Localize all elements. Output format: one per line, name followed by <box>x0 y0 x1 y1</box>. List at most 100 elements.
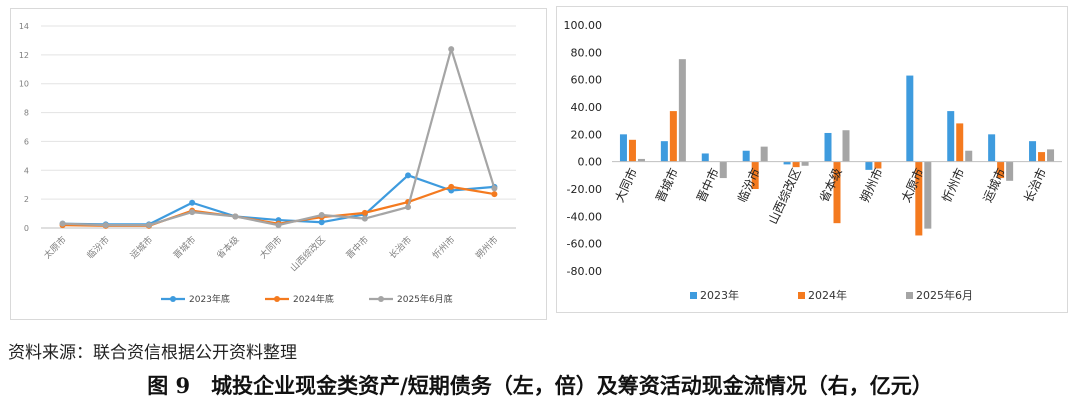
bar <box>701 153 709 162</box>
data-point <box>361 209 368 216</box>
data-point <box>491 191 498 198</box>
y-tick-label: 8 <box>24 109 29 118</box>
x-category-label: 长治市 <box>1020 166 1049 205</box>
legend-label: 2024年底 <box>293 293 334 305</box>
x-category-label: 太原市 <box>41 234 69 262</box>
y-tick-label: 40.00 <box>571 101 603 114</box>
bar <box>678 59 686 162</box>
bar <box>760 146 768 162</box>
data-point <box>102 222 109 229</box>
bar <box>924 161 932 229</box>
legend-marker <box>378 296 384 302</box>
bar <box>1038 152 1046 162</box>
data-point <box>448 46 455 53</box>
y-tick-label: 80.00 <box>571 46 603 59</box>
bar <box>637 158 645 162</box>
x-category-label: 晋中市 <box>343 234 371 262</box>
legend-swatch <box>798 292 805 299</box>
x-category-label: 山西综改区 <box>766 166 804 226</box>
x-category-label: 运城市 <box>980 166 1009 205</box>
data-point <box>189 199 196 206</box>
data-point <box>361 215 368 222</box>
data-point <box>275 222 282 229</box>
bar <box>997 161 1005 179</box>
data-point <box>405 204 412 211</box>
bar <box>988 134 996 162</box>
bar <box>1006 161 1014 181</box>
y-tick-label: 10 <box>19 80 29 89</box>
y-tick-label: -40.00 <box>567 210 602 223</box>
bar <box>874 161 882 169</box>
y-tick-label: 100.00 <box>564 19 603 32</box>
legend-label: 2023年 <box>700 288 739 302</box>
bar-chart: 100.00 80.00 60.00 40.00 20.00 0.00 -20.00 -40.… <box>564 19 1062 302</box>
right-chart-panel: 100.00 80.00 60.00 40.00 20.00 0.00 -20.00 -40.… <box>556 6 1068 313</box>
x-category-label: 长治市 <box>387 234 415 262</box>
legend-swatch <box>690 292 697 299</box>
bar <box>1029 141 1037 162</box>
y-tick-label: 0 <box>24 224 29 233</box>
y-tick-label: 4 <box>24 166 29 175</box>
x-category-label: 晋城市 <box>171 234 199 262</box>
bar <box>833 161 841 224</box>
x-category-label: 朔州市 <box>473 234 501 262</box>
legend-label: 2023年底 <box>189 293 230 305</box>
y-tick-label: 6 <box>24 137 29 146</box>
x-category-label: 大同市 <box>257 234 285 262</box>
x-category-label: 山西综改区 <box>287 234 327 274</box>
bar <box>1047 149 1055 162</box>
data-point <box>145 222 152 229</box>
bar <box>801 161 809 166</box>
bar <box>719 161 727 179</box>
x-category-label: 晋城市 <box>652 166 681 205</box>
y-tick-label: 2 <box>24 195 29 204</box>
data-point <box>405 172 412 179</box>
legend-marker <box>274 296 280 302</box>
data-point <box>448 183 455 190</box>
data-point <box>318 219 325 226</box>
x-category-label: 忻州市 <box>939 166 968 205</box>
line-chart: 0 2 4 6 8 10 12 14 太原市 临汾市 运城市 晋城市 省本级 大同市 山西综改区 晋中市 长治市… <box>19 22 516 305</box>
legend-label: 2025年6月底 <box>397 293 453 305</box>
bar <box>906 75 914 162</box>
y-tick-label: 12 <box>19 51 29 60</box>
bar <box>669 111 677 162</box>
series-line <box>62 174 495 226</box>
bar <box>742 150 750 162</box>
figure-caption: 图 9 城投企业现金类资产/短期债务（左，倍）及筹资活动现金流情况（右，亿元） <box>147 373 933 398</box>
source-note: 资料来源：联合资信根据公开资料整理 <box>8 343 297 363</box>
y-tick-label: -60.00 <box>567 238 602 251</box>
y-tick-label: 14 <box>19 22 29 31</box>
bar <box>824 132 832 162</box>
bar <box>865 161 873 170</box>
data-point <box>59 220 66 227</box>
bar <box>783 161 791 165</box>
x-category-label: 省本级 <box>214 234 242 262</box>
y-tick-label: -20.00 <box>567 183 602 196</box>
x-category-label: 晋中市 <box>693 166 722 205</box>
legend-swatch <box>906 292 913 299</box>
bar <box>792 161 800 168</box>
y-tick-label: 60.00 <box>571 74 603 87</box>
bar <box>751 161 759 189</box>
data-point <box>491 185 498 192</box>
bar <box>619 134 627 162</box>
y-tick-label: 0.00 <box>578 156 603 169</box>
left-chart-panel: 0 2 4 6 8 10 12 14 太原市 临汾市 运城市 晋城市 省本级 大同市 山西综改区 晋中市 长治市… <box>10 8 547 320</box>
x-category-label: 省本级 <box>817 166 845 205</box>
bar <box>965 150 973 162</box>
legend-marker <box>170 296 176 302</box>
bar <box>628 139 636 162</box>
y-tick-label: 20.00 <box>571 128 603 141</box>
bar <box>947 111 955 162</box>
x-category-label: 朔州市 <box>857 166 886 205</box>
bar <box>956 123 964 162</box>
x-category-label: 运城市 <box>127 234 155 262</box>
x-category-label: 临汾市 <box>84 234 112 262</box>
legend-label: 2025年6月 <box>916 288 973 302</box>
y-tick-label: -80.00 <box>567 265 602 278</box>
bar <box>915 161 923 236</box>
data-point <box>189 209 196 216</box>
legend-label: 2024年 <box>808 288 847 302</box>
x-category-label: 忻州市 <box>430 234 458 262</box>
